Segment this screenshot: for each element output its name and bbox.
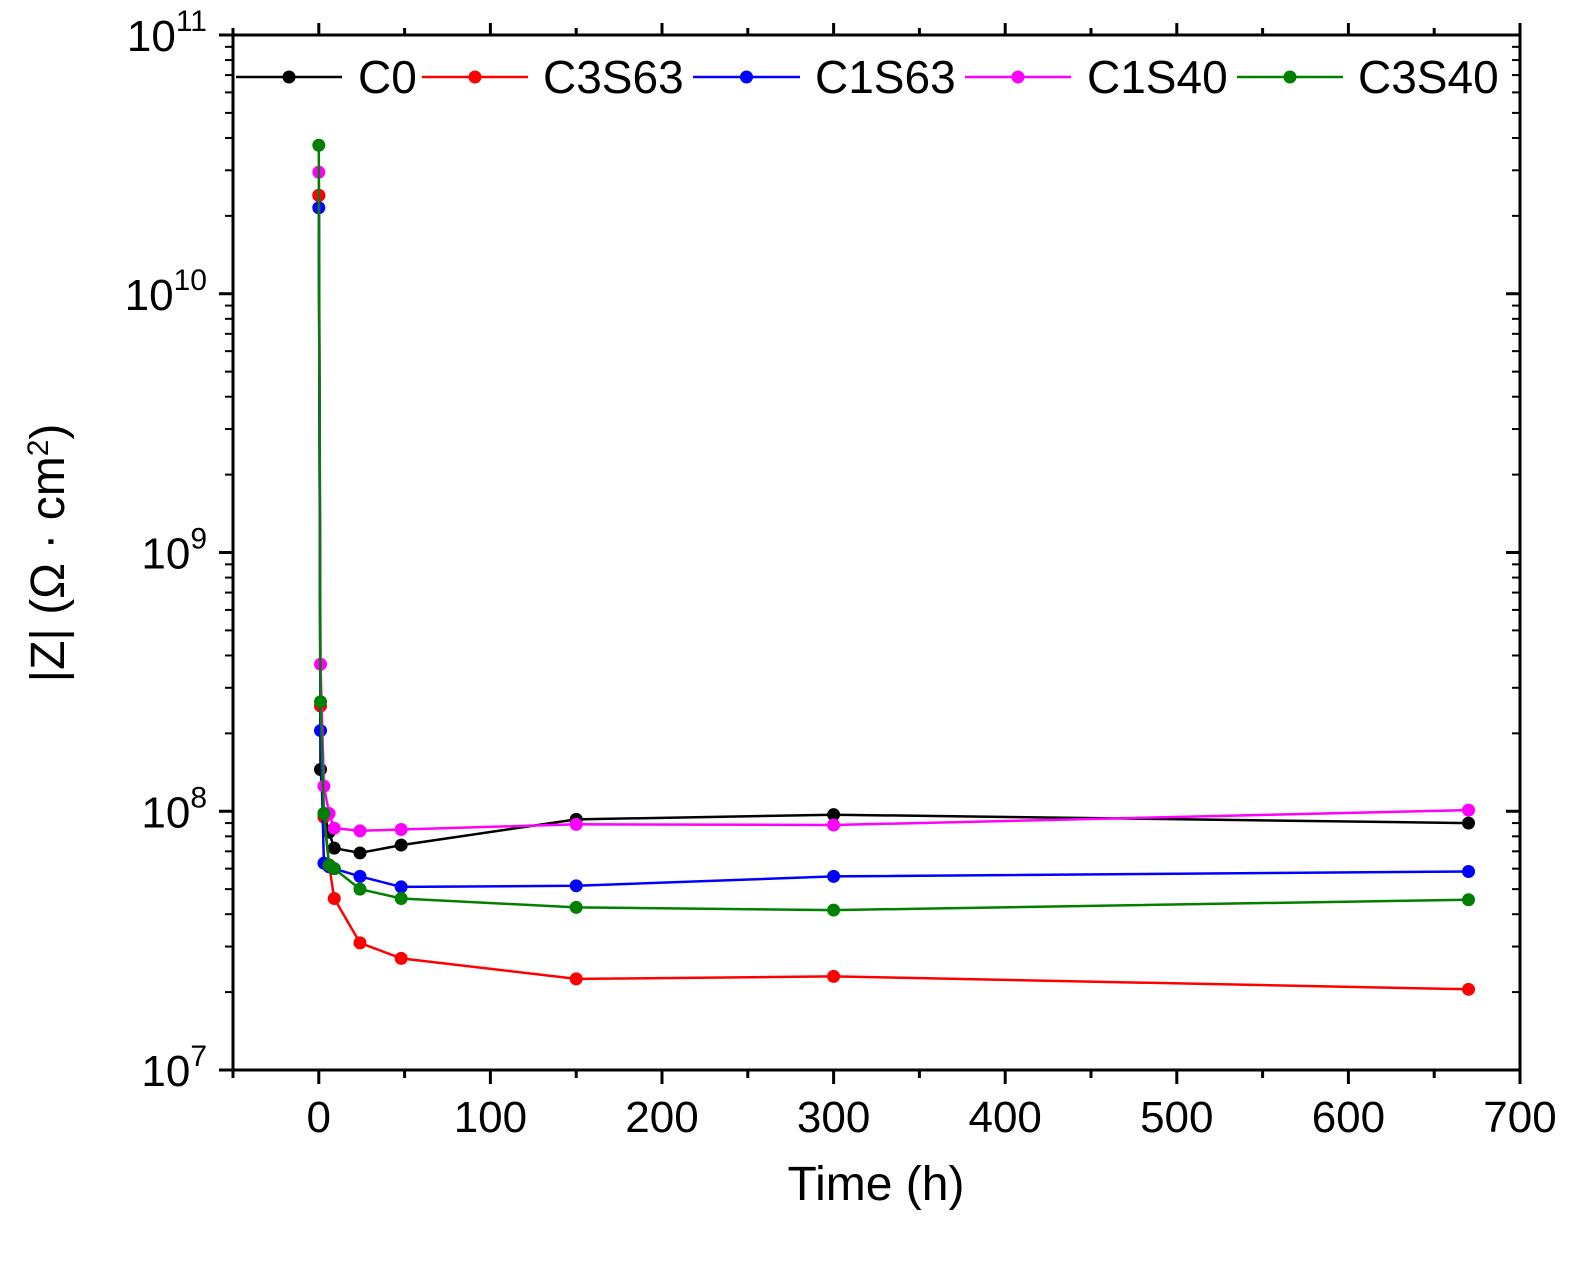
data-point-C1S63 (1462, 864, 1476, 878)
data-point-C1S40 (569, 817, 583, 831)
data-point-C1S63 (827, 869, 841, 883)
data-point-C1S63 (353, 869, 367, 883)
series-line-C3S40 (317, 145, 1469, 912)
legend-label-C0: C0 (358, 51, 417, 103)
y-tick-base: 10 (141, 530, 190, 579)
y-tick-label: 1010 (125, 264, 207, 320)
legend-marker-C3S40 (1283, 70, 1297, 84)
legend: C0 C3S63 C1S63 C1S40 C3S40 (236, 51, 1499, 103)
legend-label-C1S63: C1S63 (815, 51, 956, 103)
data-point-C1S40 (827, 818, 841, 832)
data-point-C1S63 (569, 879, 583, 893)
y-tick-exponent: 8 (190, 781, 207, 814)
series-line-C3S63 (317, 195, 1469, 991)
y-axis-title: |Z| (Ω · cm2) (22, 424, 76, 683)
x-tick-label: 600 (1312, 1093, 1385, 1142)
y-axis-title-main: |Z| (Ω · cm (22, 456, 75, 682)
x-tick-label: 200 (625, 1093, 698, 1142)
data-point-C3S40 (1462, 893, 1476, 907)
data-point-C3S63 (394, 951, 408, 965)
legend-label-C3S63: C3S63 (543, 51, 684, 103)
data-point-C3S40 (394, 892, 408, 906)
y-tick-base: 10 (141, 1047, 190, 1096)
y-tick-base: 10 (125, 271, 174, 320)
data-point-C3S40 (827, 903, 841, 917)
y-axis-title-sup: 2 (22, 440, 55, 457)
y-tick-exponent: 10 (174, 264, 207, 297)
x-tick-label: 0 (307, 1093, 331, 1142)
data-point-C3S40 (317, 807, 331, 821)
series-line-C0 (317, 195, 1469, 855)
data-point-C3S40 (327, 862, 341, 876)
data-point-C3S40 (312, 138, 326, 152)
x-tick-label: 300 (797, 1093, 870, 1142)
legend-marker-C1S40 (1011, 70, 1025, 84)
x-tick-label: 500 (1140, 1093, 1213, 1142)
x-tick-label: 700 (1483, 1093, 1556, 1142)
legend-label-C1S40: C1S40 (1087, 51, 1228, 103)
y-tick-base: 10 (141, 788, 190, 837)
data-point-C0 (353, 846, 367, 860)
data-point-C0 (327, 841, 341, 855)
data-point-C3S63 (353, 936, 367, 950)
y-tick-exponent: 9 (190, 523, 207, 556)
data-point-C3S63 (569, 972, 583, 986)
y-tick-label: 1011 (127, 5, 207, 61)
y-tick-label: 107 (141, 1040, 207, 1096)
data-point-C1S40 (394, 823, 408, 837)
legend-marker-C3S63 (468, 70, 482, 84)
plot-frame (231, 33, 1522, 1072)
data-point-C3S40 (353, 882, 367, 896)
data-point-C3S40 (569, 900, 583, 914)
data-point-C1S40 (1462, 803, 1476, 817)
y-tick-base: 10 (127, 12, 176, 61)
data-point-C1S40 (327, 821, 341, 835)
y-tick-exponent: 7 (190, 1040, 207, 1073)
data-point-C3S63 (327, 892, 341, 906)
data-point-C0 (394, 838, 408, 852)
y-tick-label: 108 (141, 781, 207, 837)
data-point-C0 (1462, 816, 1476, 830)
legend-marker-C0 (282, 70, 296, 84)
series-line-C1S40 (317, 172, 1469, 833)
x-tick-label: 400 (968, 1093, 1041, 1142)
y-axis-title-end: ) (22, 424, 75, 440)
data-point-C1S63 (394, 880, 408, 894)
y-tick-exponent: 11 (176, 5, 207, 38)
x-axis-title: Time (h) (788, 1158, 965, 1211)
y-tick-label: 109 (141, 523, 207, 579)
data-point-C3S40 (314, 695, 328, 709)
data-point-C3S63 (827, 969, 841, 983)
x-tick-label: 100 (454, 1093, 527, 1142)
legend-marker-C1S63 (740, 70, 753, 84)
series-layer (312, 138, 1476, 996)
legend-label-C3S40: C3S40 (1358, 51, 1499, 103)
data-point-C1S40 (353, 824, 367, 838)
series-line-C1S63 (317, 207, 1469, 889)
data-point-C3S63 (1462, 982, 1476, 996)
data-point-C0 (827, 808, 841, 822)
